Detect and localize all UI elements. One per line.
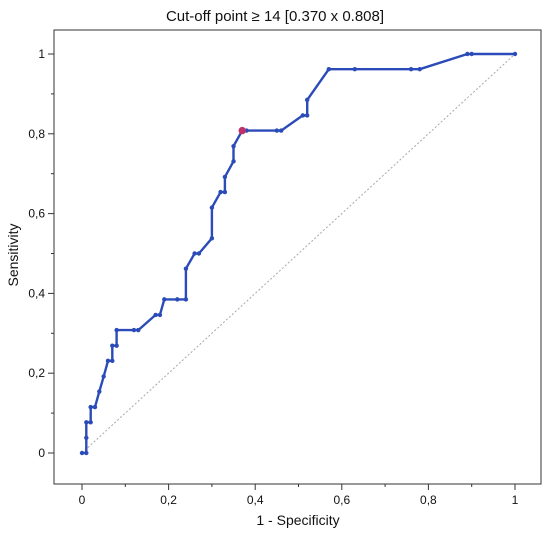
chart-title: Cut-off point ≥ 14 [0.370 x 0.808] xyxy=(166,8,384,25)
y-tick-label: 0,2 xyxy=(28,366,45,380)
roc-point xyxy=(157,312,163,318)
y-tick-label: 1 xyxy=(38,47,45,61)
roc-point xyxy=(196,251,202,256)
roc-point xyxy=(97,389,102,394)
x-tick-label: 1 xyxy=(512,493,519,507)
roc-point xyxy=(218,189,223,195)
roc-point xyxy=(101,374,106,379)
roc-point xyxy=(153,312,158,318)
roc-point xyxy=(222,174,228,180)
roc-point xyxy=(114,343,119,348)
roc-point xyxy=(92,404,98,410)
roc-point xyxy=(84,420,89,425)
roc-point xyxy=(110,358,115,364)
x-tick-label: 0,8 xyxy=(420,493,437,507)
diagonal-reference-line xyxy=(81,53,516,454)
y-tick-label: 0,4 xyxy=(28,286,45,300)
roc-point xyxy=(278,128,284,133)
cutoff-point-marker xyxy=(238,126,246,135)
roc-point xyxy=(105,358,111,364)
x-tick-label: 0,2 xyxy=(160,493,177,507)
roc-point xyxy=(162,297,167,302)
roc-point xyxy=(110,343,115,348)
roc-point xyxy=(417,66,422,72)
roc-point xyxy=(131,327,137,333)
roc-point xyxy=(352,66,357,72)
y-tick-label: 0,6 xyxy=(28,207,45,221)
roc-point xyxy=(84,435,89,441)
roc-point xyxy=(408,66,414,72)
x-tick-label: 0,6 xyxy=(333,493,350,507)
roc-point xyxy=(209,236,215,241)
x-tick-label: 0,4 xyxy=(247,493,264,507)
roc-point xyxy=(175,297,180,302)
roc-point xyxy=(136,327,141,333)
roc-point xyxy=(192,251,197,256)
roc-point xyxy=(209,205,215,210)
roc-point xyxy=(469,51,474,57)
roc-point xyxy=(88,420,93,425)
roc-point xyxy=(465,51,470,57)
roc-point xyxy=(304,97,310,103)
roc-point xyxy=(304,113,310,118)
x-axis-label: 1 - Specificity xyxy=(256,512,339,528)
roc-point xyxy=(114,327,119,333)
x-tick-label: 0 xyxy=(79,493,86,507)
roc-point xyxy=(300,113,306,118)
y-tick-label: 0,8 xyxy=(28,127,45,141)
roc-point xyxy=(274,128,280,133)
roc-point xyxy=(183,297,189,302)
roc-point xyxy=(88,404,93,410)
roc-point xyxy=(326,66,332,72)
roc-point xyxy=(222,189,228,195)
roc-point xyxy=(79,450,85,456)
roc-point xyxy=(512,51,518,57)
roc-point xyxy=(84,450,89,456)
roc-point xyxy=(183,266,189,271)
y-tick-label: 0 xyxy=(38,446,45,460)
y-axis-label: Sensitivity xyxy=(5,223,21,286)
roc-point xyxy=(231,159,236,164)
plot-frame xyxy=(53,29,542,485)
roc-point xyxy=(231,143,236,149)
chart-marks: 0 0,2 0,4 0,6 0,8 1 0 0,2 0,4 0,6 0,8 1 xyxy=(28,47,518,507)
